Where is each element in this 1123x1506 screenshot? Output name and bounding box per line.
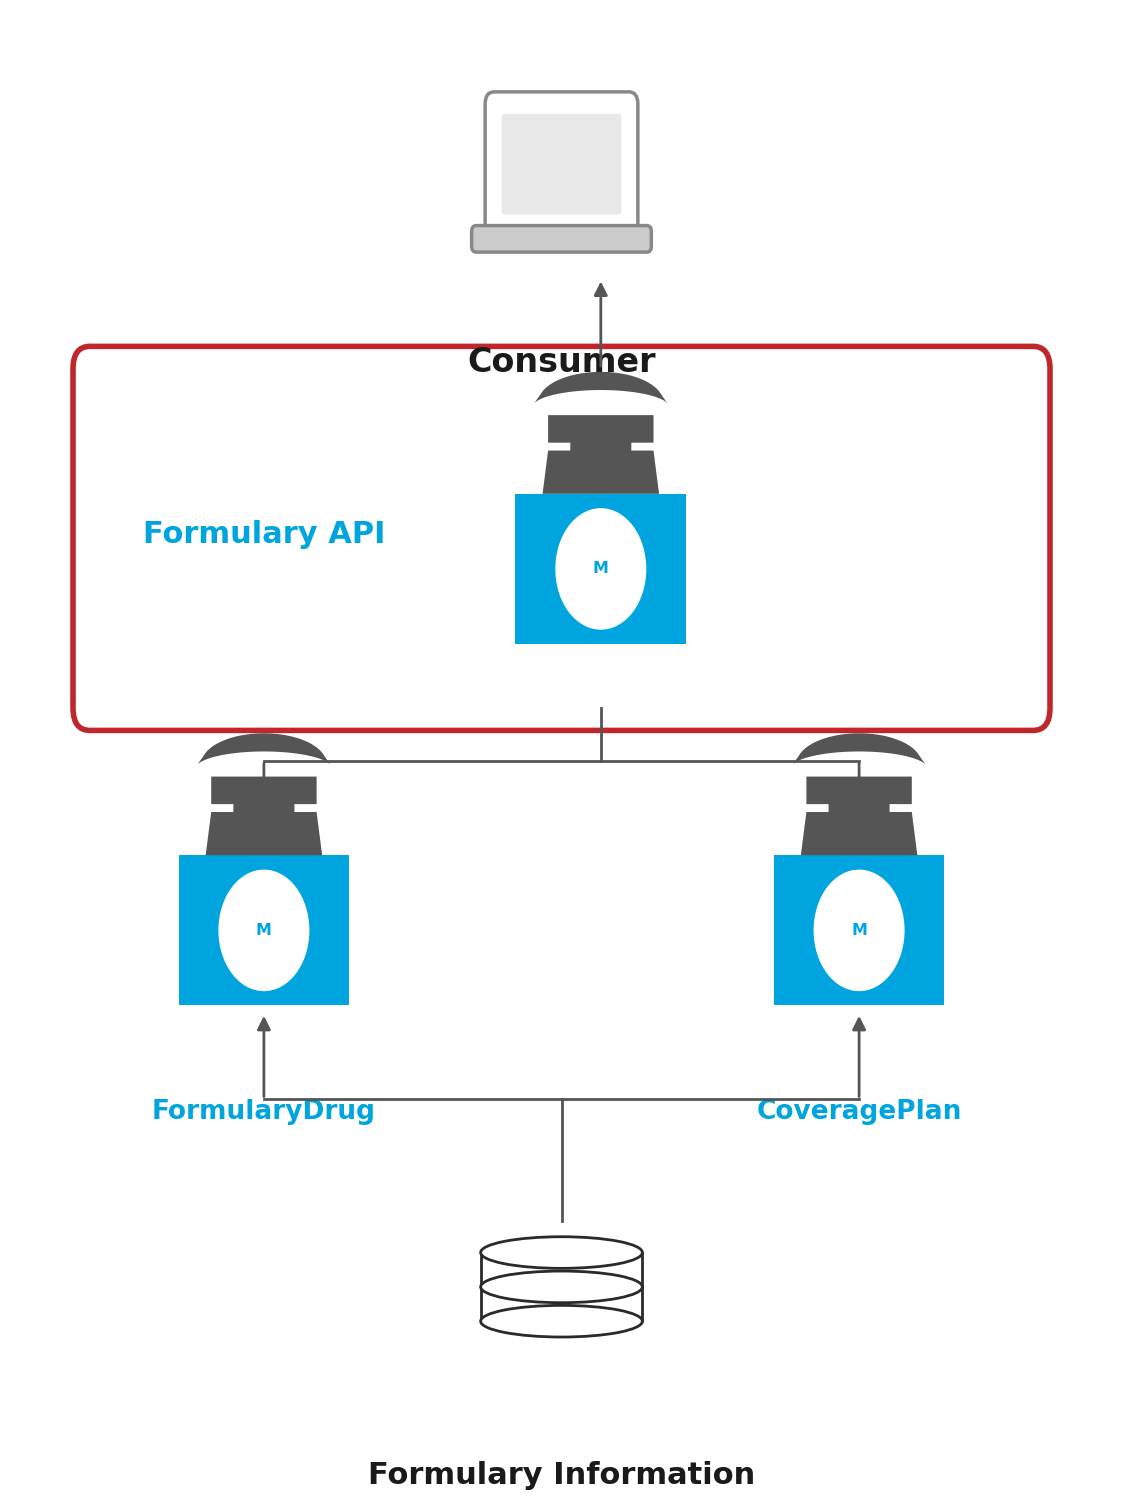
Text: CoveragePlan: CoveragePlan (757, 1099, 961, 1125)
Polygon shape (206, 777, 322, 855)
Bar (535, 224, 588, 232)
Circle shape (814, 870, 904, 991)
Polygon shape (535, 372, 667, 404)
Circle shape (219, 870, 309, 991)
Bar (774, 855, 944, 1006)
Text: Formulary API: Formulary API (143, 520, 385, 550)
Polygon shape (793, 733, 925, 765)
Text: M: M (256, 923, 272, 938)
FancyBboxPatch shape (485, 92, 638, 236)
Ellipse shape (481, 1236, 642, 1268)
Bar (481, 1253, 642, 1321)
Polygon shape (198, 733, 330, 765)
Polygon shape (542, 416, 659, 494)
Text: Formulary Information: Formulary Information (368, 1461, 755, 1489)
Ellipse shape (481, 1306, 642, 1337)
Text: Consumer: Consumer (467, 346, 656, 380)
Text: M: M (851, 923, 867, 938)
Bar (179, 855, 349, 1006)
Polygon shape (801, 777, 917, 855)
Text: FormularyDrug: FormularyDrug (152, 1099, 376, 1125)
FancyBboxPatch shape (73, 346, 1050, 730)
FancyBboxPatch shape (502, 114, 621, 214)
Bar (515, 494, 686, 645)
Text: M: M (593, 562, 609, 577)
FancyBboxPatch shape (472, 226, 651, 252)
Ellipse shape (481, 1271, 642, 1303)
Circle shape (556, 509, 646, 630)
